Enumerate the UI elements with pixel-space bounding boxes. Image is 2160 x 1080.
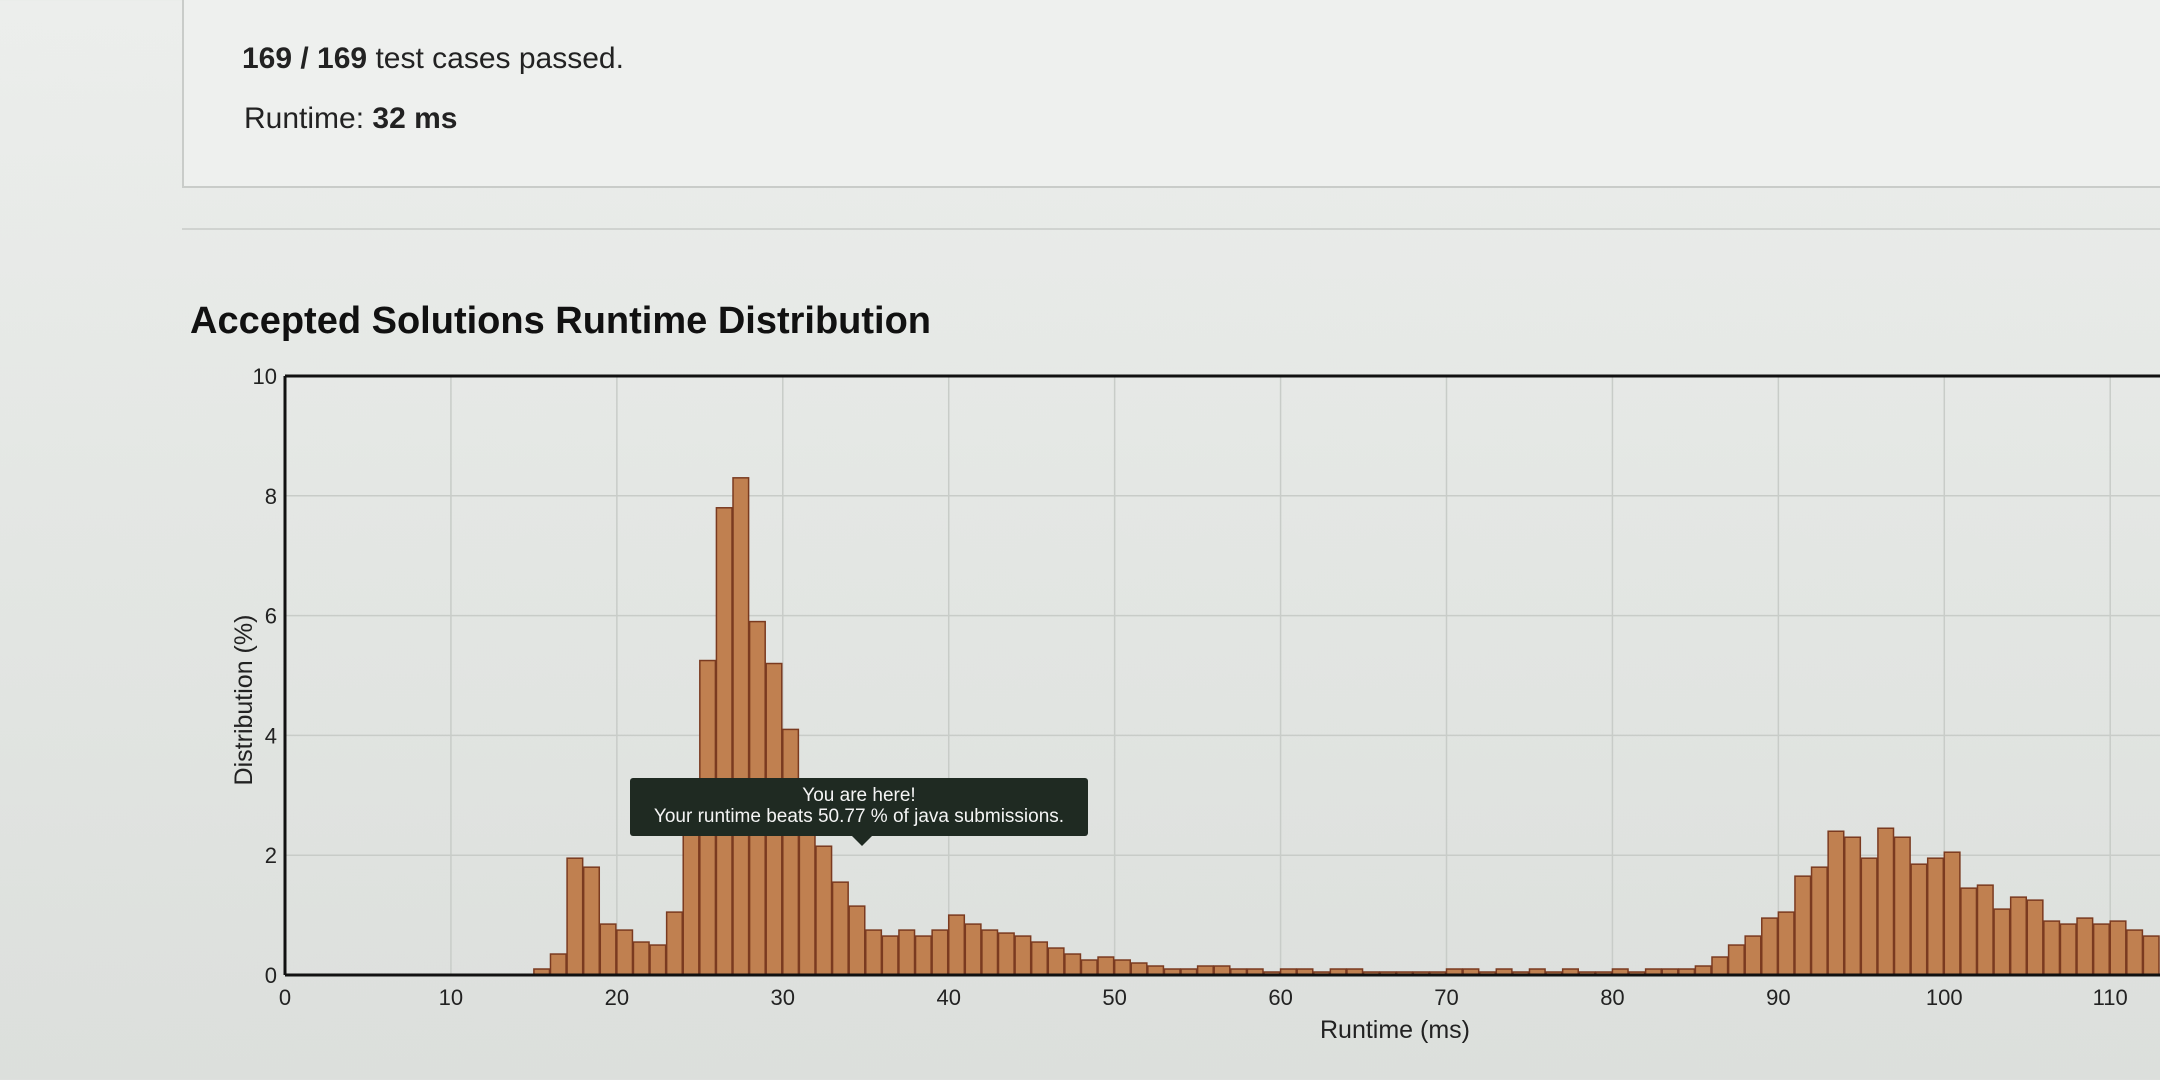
y-tick-label: 2 <box>265 843 277 868</box>
histogram-bar[interactable] <box>1976 884 1994 976</box>
test-cases-suffix: test cases passed. <box>367 42 624 75</box>
section-divider <box>182 228 2160 230</box>
histogram-bar[interactable] <box>1993 908 2011 976</box>
histogram-bar[interactable] <box>914 935 932 976</box>
histogram-bar[interactable] <box>1761 917 1779 976</box>
histogram-bar[interactable] <box>2092 923 2110 976</box>
x-axis-label: Runtime (ms) <box>1320 1016 1470 1044</box>
histogram-bar[interactable] <box>1097 956 1115 976</box>
histogram-bar[interactable] <box>566 857 584 976</box>
histogram-bar[interactable] <box>815 845 833 976</box>
histogram-bar[interactable] <box>1744 935 1762 976</box>
histogram-bar[interactable] <box>715 507 733 976</box>
test-cases-line: 169 / 169 test cases passed. <box>242 42 624 76</box>
histogram-bar[interactable] <box>549 953 567 976</box>
x-tick-label: 110 <box>2093 985 2128 1010</box>
histogram-bar[interactable] <box>649 944 667 976</box>
histogram-bar[interactable] <box>1030 941 1049 976</box>
chart-title: Accepted Solutions Runtime Distribution <box>190 300 932 342</box>
histogram-bar[interactable] <box>1943 851 1961 976</box>
histogram-bar[interactable] <box>1893 836 1911 976</box>
histogram-bar[interactable] <box>1047 947 1065 976</box>
histogram-bar[interactable] <box>1130 962 1148 976</box>
y-tick-label: 10 <box>253 364 277 389</box>
test-cases-count: 169 / 169 <box>242 42 368 75</box>
histogram-bar[interactable] <box>881 935 899 976</box>
y-tick-label: 0 <box>265 963 277 988</box>
y-axis-label: Distribution (%) <box>230 615 258 786</box>
x-tick-label: 90 <box>1766 985 1790 1010</box>
x-tick-label: 80 <box>1600 985 1624 1010</box>
x-tick-label: 40 <box>936 985 960 1010</box>
x-tick-label: 30 <box>771 985 795 1010</box>
histogram-bar[interactable] <box>981 929 999 976</box>
histogram-bar[interactable] <box>1910 863 1928 976</box>
histogram-bar[interactable] <box>1877 827 1895 976</box>
histogram-bar[interactable] <box>2126 929 2144 976</box>
histogram-bar[interactable] <box>931 929 949 976</box>
histogram-bar[interactable] <box>1711 956 1729 976</box>
histogram-bar[interactable] <box>1960 887 1978 976</box>
tooltip-text: Your runtime beats 50.77 % of java submi… <box>653 806 1065 827</box>
runtime-value: 32 ms <box>372 102 458 135</box>
chart-bars <box>533 477 2160 976</box>
histogram-bar[interactable] <box>964 923 982 976</box>
y-tick-label: 8 <box>265 484 277 509</box>
histogram-bar[interactable] <box>616 929 634 976</box>
x-tick-label: 100 <box>1926 985 1963 1010</box>
histogram-bar[interactable] <box>599 923 617 976</box>
histogram-bar[interactable] <box>947 914 966 976</box>
x-tick-label: 70 <box>1434 985 1458 1010</box>
histogram-bar[interactable] <box>1777 911 1795 976</box>
x-tick-label: 20 <box>605 985 629 1010</box>
histogram-bar[interactable] <box>2059 923 2077 976</box>
histogram-bar[interactable] <box>632 941 650 976</box>
histogram-bar[interactable] <box>1014 935 1032 976</box>
y-tick-label: 4 <box>265 723 277 748</box>
histogram-bar[interactable] <box>732 477 750 976</box>
x-tick-label: 0 <box>279 985 291 1010</box>
tooltip-title: You are here! <box>802 785 916 806</box>
runtime-tooltip: You are here! Your runtime beats 50.77 %… <box>630 778 1088 846</box>
histogram-bar[interactable] <box>2009 896 2028 976</box>
histogram-bar[interactable] <box>2109 920 2127 976</box>
histogram-bar[interactable] <box>2076 917 2094 976</box>
chart-tick-labels: 0 10 20 30 40 50 60 70 80 90 100 110 0 2 4 6 8 10 <box>253 364 2128 1010</box>
x-tick-label: 10 <box>439 985 463 1010</box>
histogram-bar[interactable] <box>1064 953 1082 976</box>
histogram-bar[interactable] <box>2142 935 2160 976</box>
histogram-bar[interactable] <box>1860 857 1878 976</box>
x-tick-label: 60 <box>1268 985 1292 1010</box>
runtime-line: Runtime: 32 ms <box>244 102 457 136</box>
y-tick-label: 6 <box>265 604 277 629</box>
x-tick-label: 50 <box>1102 985 1126 1010</box>
histogram-bar[interactable] <box>997 932 1015 976</box>
histogram-bar[interactable] <box>1794 875 1812 976</box>
histogram-bar[interactable] <box>1113 959 1131 976</box>
histogram-bar[interactable] <box>665 911 683 976</box>
runtime-label: Runtime: <box>244 102 373 135</box>
histogram-bar[interactable] <box>2026 899 2044 976</box>
chart-axes <box>283 374 2160 977</box>
histogram-bar[interactable] <box>865 929 883 976</box>
histogram-bar[interactable] <box>831 881 849 976</box>
histogram-bar[interactable] <box>848 905 866 976</box>
histogram-bar[interactable] <box>1843 836 1862 976</box>
histogram-bar[interactable] <box>1827 830 1845 976</box>
histogram-bar[interactable] <box>1727 944 1745 976</box>
histogram-bar[interactable] <box>782 728 800 976</box>
submission-result-card: 169 / 169 test cases passed. Runtime: 32… <box>182 0 2160 188</box>
histogram-bar[interactable] <box>1080 959 1098 976</box>
histogram-bar[interactable] <box>1926 857 1945 976</box>
histogram-bar[interactable] <box>1810 866 1828 976</box>
histogram-bar[interactable] <box>898 929 916 976</box>
histogram-bar[interactable] <box>582 866 601 976</box>
histogram-bar[interactable] <box>2043 920 2061 976</box>
